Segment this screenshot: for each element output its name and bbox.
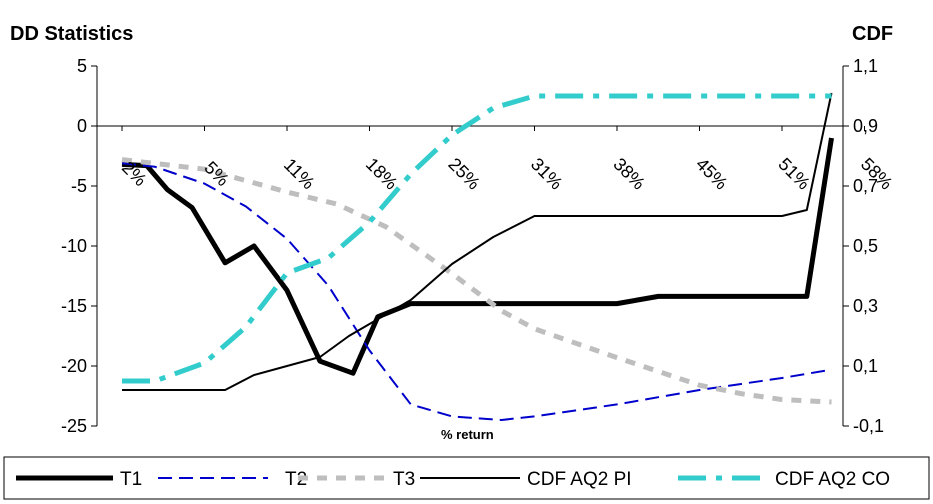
legend-label-2: T2: [285, 469, 307, 490]
right-tick-label: 0,3: [853, 296, 878, 316]
x-tick-label: 18%: [362, 154, 402, 194]
x-tick-label: 51%: [774, 154, 814, 194]
x-axis-label: % return: [441, 427, 494, 442]
legend: T1 T2 T3 CDF AQ2 PI CDF AQ2 CO: [16, 469, 890, 490]
right-tick-label: 0,9: [853, 116, 878, 136]
left-tick-label: -15: [61, 296, 87, 316]
series-line-5: [122, 93, 832, 384]
left-tick-label: -25: [61, 416, 87, 436]
series-line-4: [122, 92, 833, 391]
series-lines: [121, 92, 834, 421]
right-axis-title: CDF: [852, 23, 893, 45]
right-tick-label: 0,5: [853, 236, 878, 256]
left-tick-label: 0: [77, 116, 87, 136]
left-tick-label: -10: [61, 236, 87, 256]
legend-label-3: T3: [393, 469, 415, 490]
x-tick-label: 45%: [692, 154, 732, 194]
left-tick-label: -5: [71, 176, 87, 196]
x-tick-label: 11%: [280, 154, 319, 193]
x-tick-labels: 2% 5% 11% 18% 25% 31% 38% 45% 51% 58%: [118, 154, 897, 194]
right-tick-label: -0,1: [853, 416, 884, 436]
x-tick-label: 38%: [609, 154, 649, 194]
x-tick-label: 31%: [527, 154, 567, 194]
left-tick-label: -20: [61, 356, 87, 376]
series-line-1: [121, 137, 834, 376]
legend-label-5: CDF AQ2 CO: [775, 469, 890, 490]
right-tick-label: 0,1: [853, 356, 878, 376]
right-tick-label: 1,1: [853, 56, 878, 76]
legend-label-1: T1: [120, 469, 142, 490]
left-tick-label: 5: [77, 56, 87, 76]
left-axis-title: DD Statistics: [10, 23, 133, 45]
legend-label-4: CDF AQ2 PI: [527, 469, 632, 490]
axes: 5 0 -5 -10 -15 -20 -25 1,1 0,9 0,7 0,5 0,3 0,1 -0,1: [61, 56, 884, 436]
right-tick-label: 0,7: [853, 176, 878, 196]
series-line-2: [121, 162, 832, 421]
series-line-3: [121, 157, 832, 405]
x-tick-label: 25%: [444, 154, 484, 194]
